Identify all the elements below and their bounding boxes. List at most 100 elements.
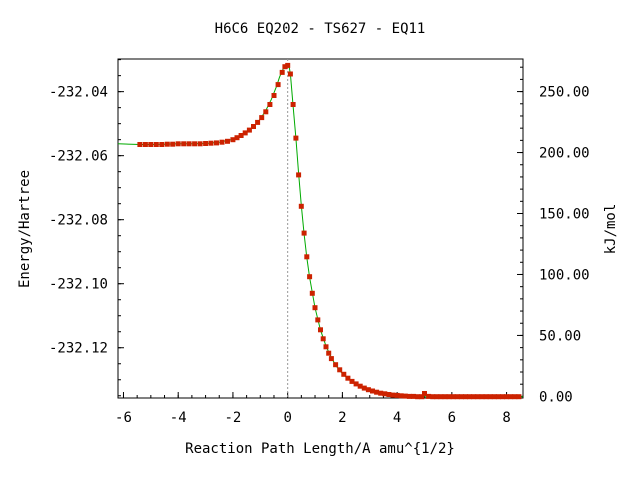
x-tick-label: 6	[448, 410, 456, 426]
irc-point	[164, 141, 170, 147]
irc-point	[516, 394, 522, 400]
irc-point	[159, 142, 165, 147]
irc-point	[487, 394, 493, 400]
irc-point	[458, 394, 464, 400]
irc-point	[512, 394, 518, 400]
irc-point	[203, 141, 209, 146]
irc-point	[426, 393, 432, 399]
irc-point	[390, 392, 396, 398]
irc-point	[328, 356, 334, 362]
irc-point	[234, 135, 240, 141]
irc-point	[419, 394, 425, 400]
minor-ticks	[118, 59, 523, 398]
irc-point	[290, 102, 296, 107]
irc-point	[500, 394, 505, 400]
irc-point	[275, 82, 281, 88]
irc-point	[341, 371, 347, 377]
irc-point	[312, 305, 318, 311]
series-layer	[117, 62, 523, 400]
irc-point	[402, 393, 408, 399]
y-axis-left-label: Energy/Hartree	[17, 170, 33, 288]
irc-point	[175, 141, 181, 147]
irc-point	[333, 362, 339, 368]
irc-point	[309, 290, 315, 296]
chart-title: H6C6 EQ202 - TS627 - EQ11	[215, 21, 426, 37]
irc-point	[382, 391, 388, 397]
irc-point	[263, 109, 269, 115]
irc-point	[238, 133, 244, 138]
irc-point	[411, 393, 416, 399]
y-tick-label: -232.12	[49, 341, 108, 357]
irc-point	[422, 391, 427, 396]
irc-point	[415, 394, 421, 400]
irc-point	[315, 317, 321, 323]
x-tick-label: 8	[502, 410, 510, 426]
irc-point	[337, 367, 343, 373]
irc-point	[406, 393, 412, 399]
irc-point	[304, 254, 310, 260]
irc-point	[219, 139, 225, 145]
irc-point	[491, 394, 497, 400]
x-tick-label: 0	[283, 410, 291, 426]
irc-point	[181, 141, 187, 147]
irc-point	[430, 394, 436, 400]
irc-point	[438, 394, 444, 400]
irc-point	[137, 142, 143, 147]
irc-point	[378, 390, 384, 396]
x-axis: -6 -4 -2 0 2 4 6 8	[115, 392, 511, 426]
y-axis-energy: -232.04 -232.06 -232.08 -232.10 -232.12	[49, 85, 124, 357]
irc-point	[370, 388, 375, 394]
irc-point	[279, 69, 285, 75]
y2-tick-label: 50.00	[539, 328, 581, 344]
y-tick-label: -232.06	[49, 149, 108, 165]
irc-point	[153, 142, 159, 147]
x-tick-label: 2	[338, 410, 346, 426]
irc-point	[197, 141, 203, 147]
irc-point	[214, 140, 219, 146]
irc-point	[323, 344, 329, 350]
y2-tick-label: 250.00	[539, 85, 590, 101]
x-axis-label: Reaction Path Length/A amu^{1/2}	[185, 441, 455, 457]
irc-point	[463, 394, 468, 400]
irc-point	[246, 127, 252, 133]
irc-point	[285, 62, 291, 68]
irc-point	[170, 141, 176, 147]
irc-point	[483, 394, 489, 400]
y-tick-label: -232.08	[49, 213, 108, 229]
irc-point	[298, 203, 304, 209]
y-tick-label: -232.10	[49, 277, 108, 293]
y2-tick-label: 100.00	[539, 267, 590, 283]
irc-point	[398, 393, 404, 399]
irc-point	[357, 383, 363, 389]
irc-point	[282, 64, 288, 70]
irc-point	[251, 124, 256, 129]
irc-point	[353, 381, 359, 387]
irc-point	[467, 394, 473, 400]
irc-point	[434, 394, 440, 400]
irc-point	[287, 71, 293, 77]
x-tick-label: -6	[115, 410, 132, 426]
irc-point	[475, 394, 481, 400]
irc-point	[479, 394, 485, 400]
irc-point	[454, 394, 460, 400]
irc-point	[349, 378, 355, 384]
irc-point	[296, 172, 302, 178]
irc-point	[386, 392, 392, 397]
irc-point	[208, 140, 214, 146]
y2-tick-label: 200.00	[539, 146, 590, 162]
y2-tick-label: 0.00	[539, 389, 573, 405]
x-tick-label: 4	[393, 410, 401, 426]
irc-point	[307, 274, 313, 280]
irc-point	[271, 93, 277, 98]
irc-point	[230, 137, 236, 143]
irc-point	[374, 389, 380, 395]
irc-point	[361, 385, 367, 391]
x-tick-label: -4	[170, 410, 187, 426]
irc-point	[225, 138, 230, 144]
irc-point	[471, 394, 477, 400]
irc-point	[320, 336, 326, 342]
irc-point	[259, 115, 265, 121]
irc-point	[148, 142, 154, 147]
irc-point	[504, 394, 510, 400]
